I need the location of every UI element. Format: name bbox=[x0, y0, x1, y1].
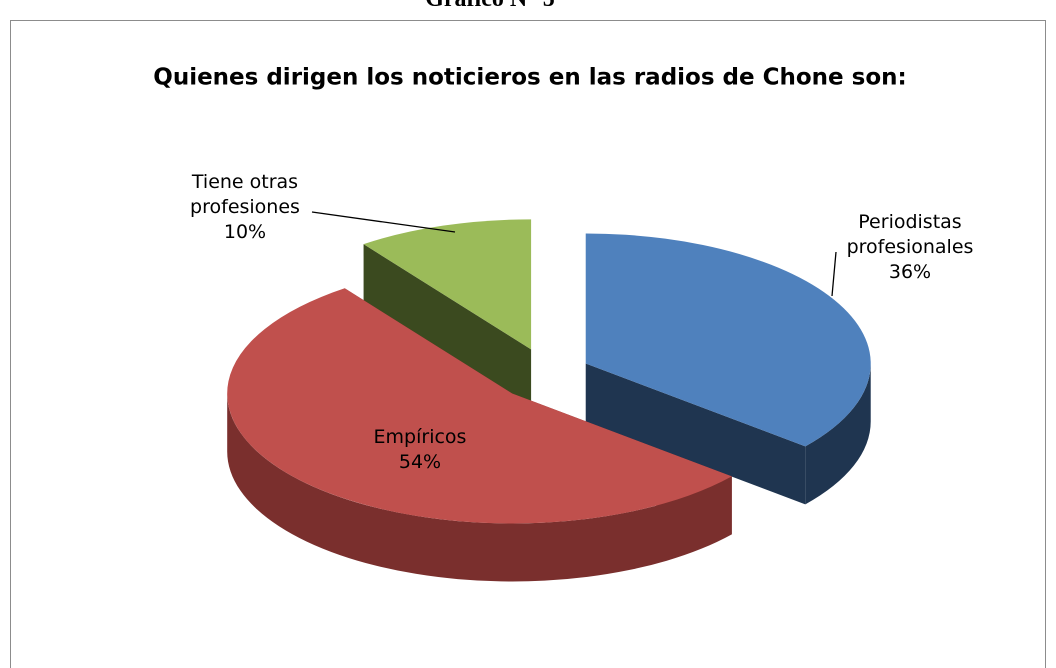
slice-top bbox=[363, 219, 532, 350]
leader-line bbox=[311, 211, 456, 233]
data-label: Tiene otras profesiones 10% bbox=[175, 170, 315, 245]
slice-top bbox=[227, 288, 732, 524]
category-label: Tiene otras profesiones bbox=[190, 171, 300, 218]
caption: Gráfico N° 5 bbox=[0, 0, 980, 13]
slice-side bbox=[363, 244, 532, 408]
category-label: Periodistas profesionales bbox=[846, 211, 974, 258]
pie-slice bbox=[585, 233, 871, 505]
pie-slice bbox=[227, 288, 732, 582]
data-label: Periodistas profesionales 36% bbox=[825, 210, 995, 285]
pie-slice bbox=[363, 219, 532, 408]
chart-title: Quienes dirigen los noticieros en las ra… bbox=[153, 65, 906, 91]
slice-wall bbox=[227, 393, 732, 582]
slice-wall bbox=[805, 363, 871, 505]
value-label: 54% bbox=[398, 451, 442, 473]
value-label: 36% bbox=[888, 261, 932, 283]
slice-side bbox=[585, 363, 806, 505]
value-label: 10% bbox=[223, 221, 267, 243]
category-label: Empíricos bbox=[373, 426, 467, 448]
slice-top bbox=[585, 233, 871, 447]
leader-line bbox=[831, 251, 837, 297]
data-label: Empíricos 54% bbox=[335, 425, 505, 475]
